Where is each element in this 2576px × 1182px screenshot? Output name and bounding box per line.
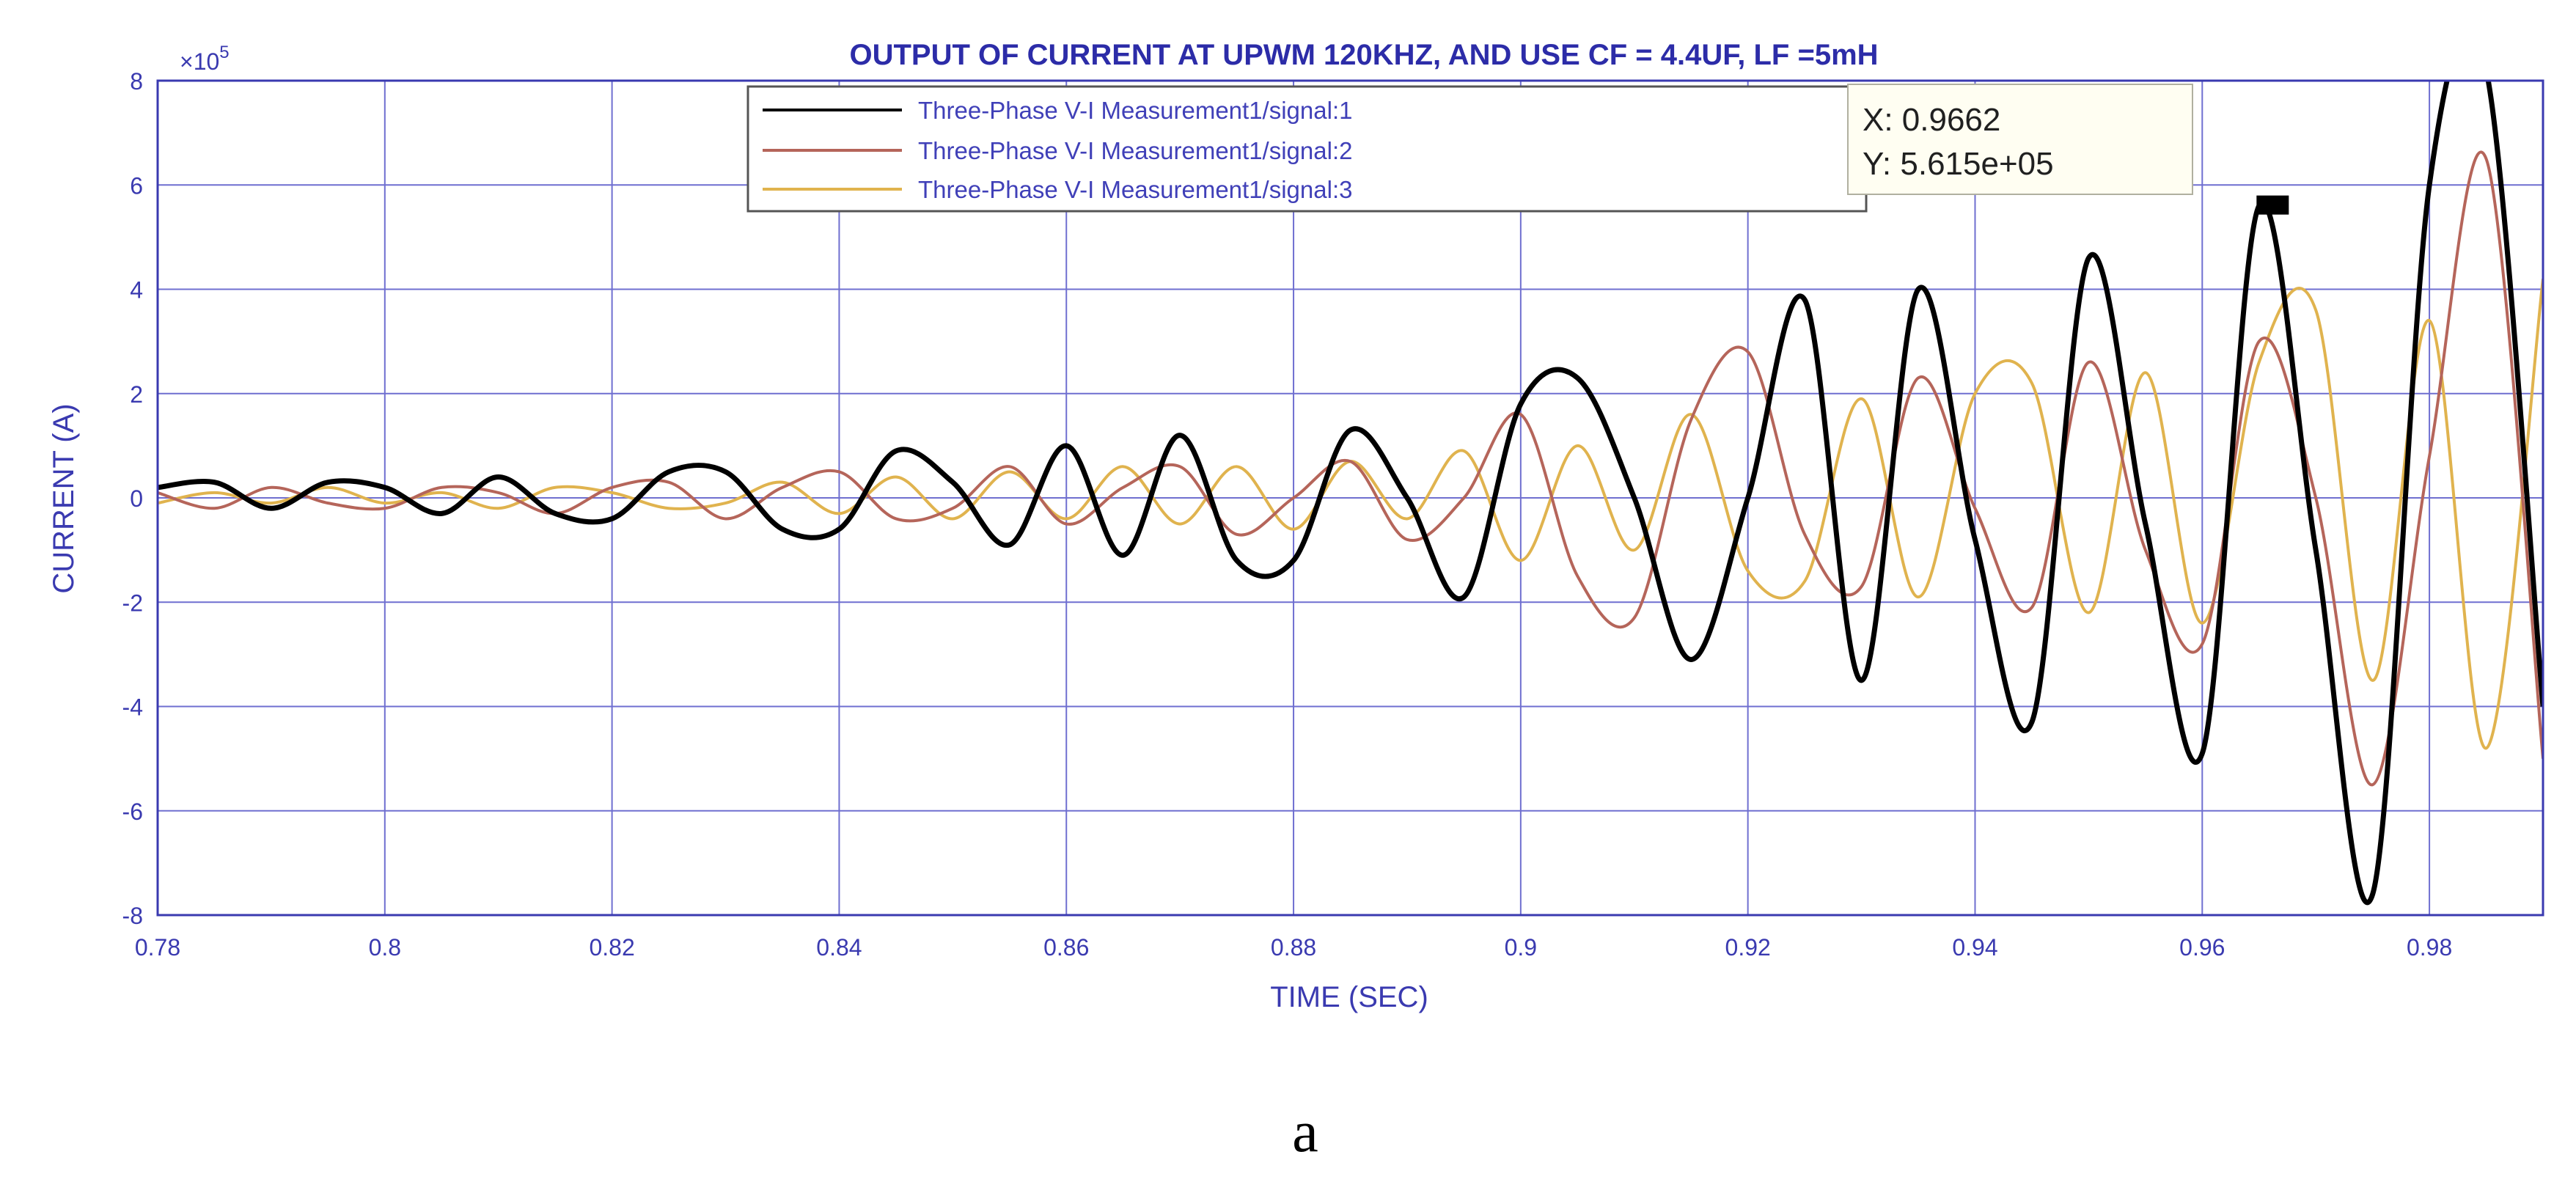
x-tick-label: 0.8 [369,934,401,961]
data-tip-x: X: 0.9662 [1863,102,2000,138]
x-tick-label: 0.86 [1043,934,1089,961]
legend-entry-signal-1: Three-Phase V-I Measurement1/signal:1 [918,97,1352,124]
y-tick-label: 2 [130,381,143,408]
y-tick-label: -8 [122,903,143,929]
svg-text:×105: ×105 [180,43,230,75]
x-tick-label: 0.92 [1725,934,1771,961]
series-layer [158,81,2543,906]
y-tick-labels: -8 -6 -4 -2 0 2 4 6 8 [122,68,143,929]
y-tick-label: -4 [122,694,143,721]
series-line-signal-3 [158,279,2543,750]
y-tick-label: -2 [122,590,143,616]
series-line-signal-1 [158,81,2543,906]
y-exponent-power: 5 [219,43,229,62]
x-tick-label: 0.98 [2407,934,2452,961]
y-tick-label: 4 [130,277,143,304]
legend-entry-signal-2: Three-Phase V-I Measurement1/signal:2 [918,137,1352,164]
x-tick-label: 0.78 [135,934,180,961]
legend-box [746,85,1868,213]
plot-frame [156,79,2544,917]
x-tick-label: 0.82 [589,934,634,961]
data-tip-marker [2256,195,2289,215]
legend-entry-signal-3: Three-Phase V-I Measurement1/signal:3 [918,176,1352,203]
x-tick-label: 0.96 [2179,934,2225,961]
x-tick-labels: 0.78 0.8 0.82 0.84 0.86 0.88 0.9 0.92 0.94 0.96 0.… [135,934,2452,961]
data-tip-y: Y: 5.615e+05 [1863,146,2054,182]
plot-area [156,79,2544,917]
y-tick-label: 0 [130,485,143,512]
data-tip-box [1847,84,2193,195]
y-exponent-label: ×105 [180,43,230,75]
x-tick-label: 0.88 [1271,934,1316,961]
y-exponent-base: ×10 [180,48,219,75]
x-tick-label: 0.84 [816,934,862,961]
data-tip: X: 0.9662 Y: 5.615e+05 [1847,84,2289,215]
figure-caption: a [1292,1100,1318,1164]
x-tick-label: 0.94 [1952,934,1997,961]
y-tick-label: -6 [122,799,143,825]
x-axis-label: TIME (SEC) [1270,981,1428,1013]
x-tick-label: 0.9 [1505,934,1537,961]
y-tick-label: 6 [130,172,143,199]
y-tick-label: 8 [130,68,143,95]
y-axis-label: CURRENT (A) [48,403,80,593]
legend: Three-Phase V-I Measurement1/signal:1 Th… [746,85,1868,213]
chart-title: OUTPUT OF CURRENT AT UPWM 120KHZ, AND US… [849,39,1878,71]
